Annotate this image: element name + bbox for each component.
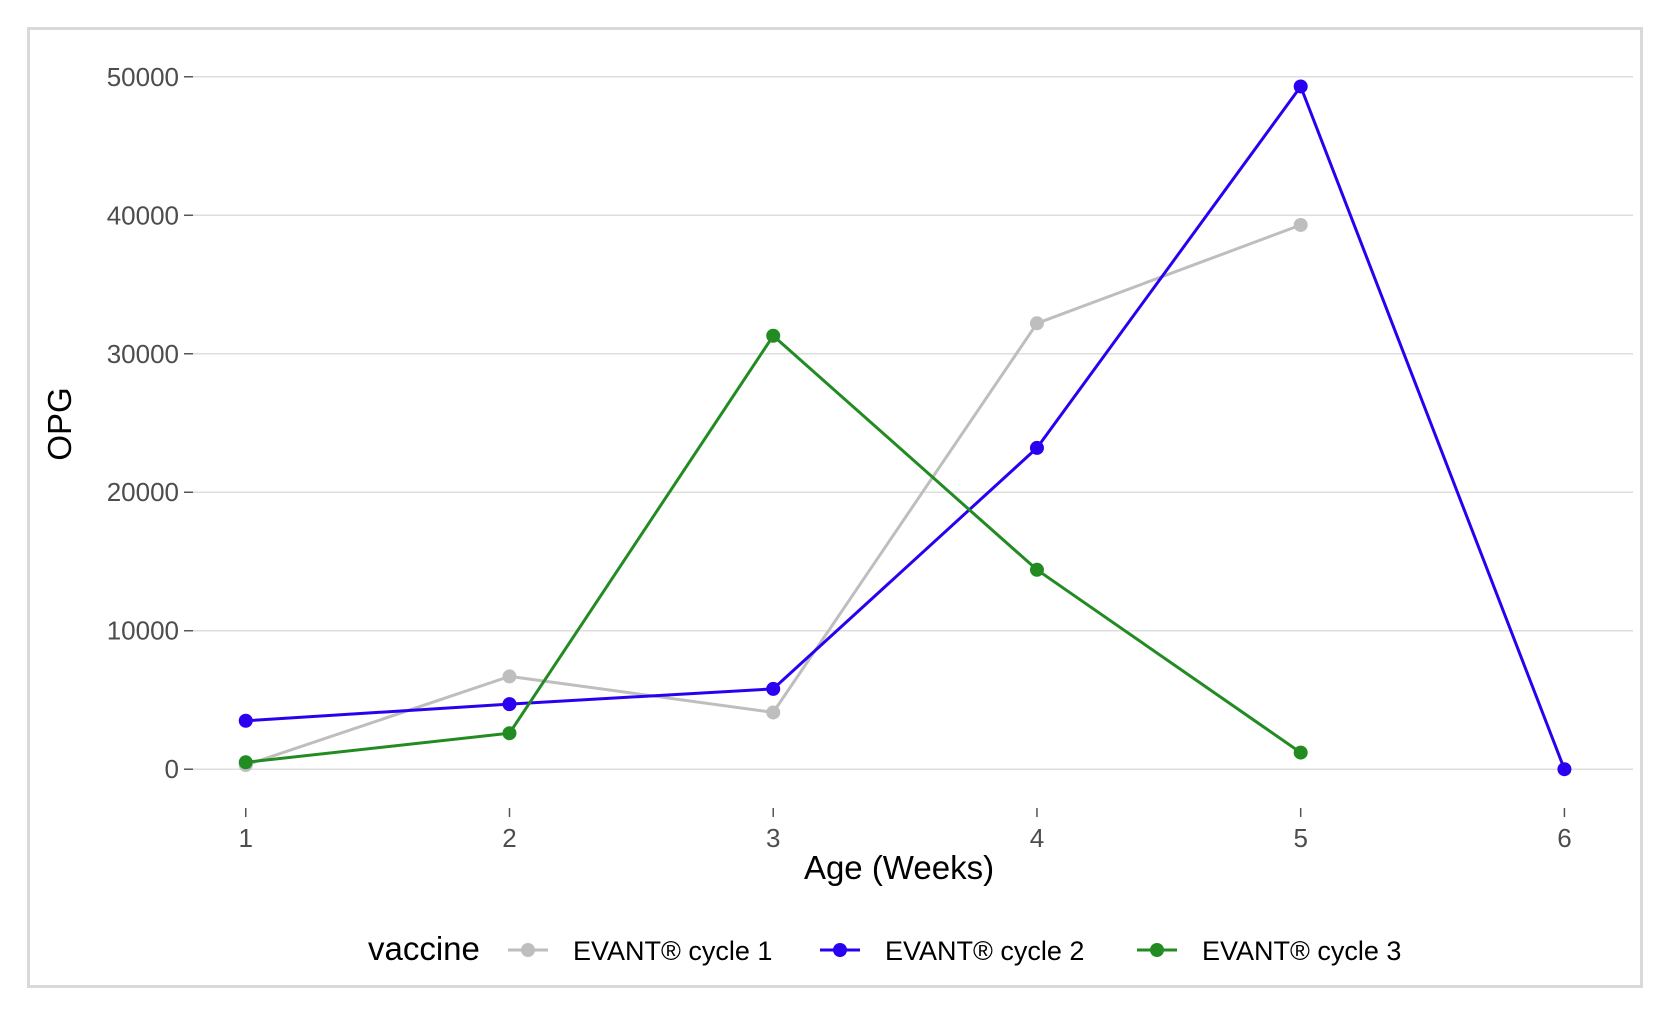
x-tick-label: 2 — [502, 823, 516, 853]
x-tick-label: 4 — [1030, 823, 1044, 853]
series-cycle-2 — [238, 79, 1572, 777]
x-tick-label: 6 — [1557, 823, 1571, 853]
y-tick-label: 30000 — [107, 339, 179, 369]
data-point — [502, 697, 517, 712]
data-point — [766, 328, 781, 343]
y-tick-label: 20000 — [107, 477, 179, 507]
series-line — [244, 85, 1566, 771]
x-tick-label: 1 — [239, 823, 253, 853]
data-point — [766, 705, 781, 720]
data-point — [238, 755, 253, 770]
legend-label: EVANT® cycle 1 — [573, 936, 772, 966]
y-tick-label: 40000 — [107, 200, 179, 230]
y-axis: 0 10000 20000 30000 40000 50000 — [107, 62, 193, 784]
series-cycle-3 — [238, 328, 1308, 770]
y-tick-label: 50000 — [107, 62, 179, 92]
legend-item-cycle-3: EVANT® cycle 3 — [1137, 936, 1401, 966]
y-tick-label: 0 — [165, 754, 179, 784]
data-point — [1029, 562, 1044, 577]
legend-label: EVANT® cycle 3 — [1202, 936, 1401, 966]
series-layer — [238, 79, 1572, 777]
legend-items: EVANT® cycle 1 EVANT® cycle 2 EVANT® cycle… — [508, 936, 1401, 966]
x-tick-label: 3 — [766, 823, 780, 853]
data-point — [1293, 745, 1308, 760]
y-tick-label: 10000 — [107, 616, 179, 646]
data-point — [1029, 316, 1044, 331]
legend-key-point — [833, 943, 847, 957]
data-point — [1029, 440, 1044, 455]
series-cycle-1 — [238, 217, 1308, 773]
grid-lines — [193, 76, 1633, 770]
x-axis-title: Age (Weeks) — [804, 849, 994, 886]
data-point — [1293, 217, 1308, 232]
x-axis: 1 2 3 4 5 6 — [239, 808, 1572, 853]
legend-item-cycle-1: EVANT® cycle 1 — [508, 936, 772, 966]
legend: vaccine EVANT® cycle 1 EVANT® cycle 2 EVAN… — [368, 930, 1401, 967]
series-line — [244, 334, 1303, 764]
data-point — [502, 669, 517, 684]
data-point — [502, 726, 517, 741]
legend-title: vaccine — [368, 930, 480, 967]
legend-label: EVANT® cycle 2 — [885, 936, 1084, 966]
data-point — [766, 681, 781, 696]
x-tick-label: 5 — [1293, 823, 1307, 853]
legend-key-point — [521, 943, 535, 957]
data-point — [238, 713, 253, 728]
y-axis-title: OPG — [41, 387, 78, 460]
data-point — [1293, 79, 1308, 94]
legend-item-cycle-2: EVANT® cycle 2 — [820, 936, 1084, 966]
chart-frame — [27, 27, 1643, 988]
legend-key-point — [1150, 943, 1164, 957]
data-point — [1557, 762, 1572, 777]
